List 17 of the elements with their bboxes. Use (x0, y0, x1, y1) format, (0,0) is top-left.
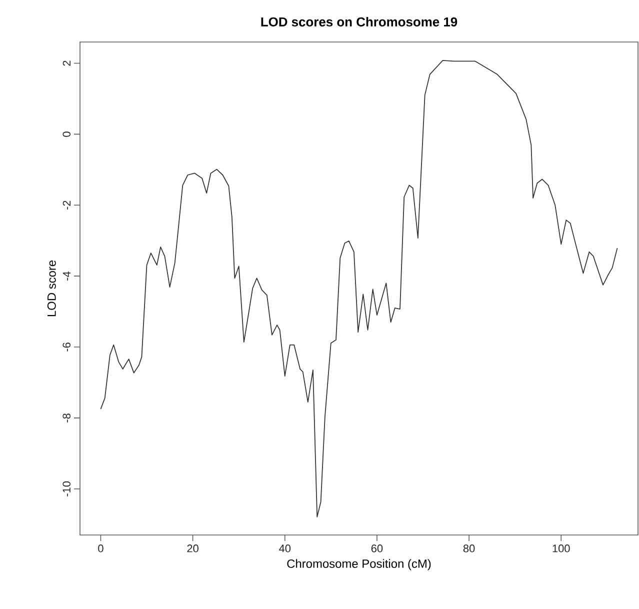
y-axis-title: LOD score (47, 260, 56, 316)
y-tick-label: -8 (62, 414, 70, 422)
y-tick-label: 2 (62, 60, 70, 66)
x-tick-label: 100 (552, 544, 570, 552)
chart-title: LOD scores on Chromosome 19 (261, 16, 458, 26)
x-tick-label: 60 (371, 544, 383, 552)
y-tick-label: 0 (62, 132, 70, 137)
x-tick-label: 20 (187, 544, 198, 552)
x-axis-title: Chromosome Position (cM) (287, 559, 431, 570)
y-tick-label: -2 (62, 200, 70, 210)
line-series (100, 60, 618, 518)
x-tick-label: 40 (279, 544, 291, 552)
x-tick-label: 0 (98, 544, 104, 552)
y-tick-label: -6 (62, 342, 70, 352)
y-tick-label: -4 (62, 272, 70, 280)
y-tick-label: -10 (62, 481, 70, 496)
x-tick-label: 80 (463, 544, 475, 552)
